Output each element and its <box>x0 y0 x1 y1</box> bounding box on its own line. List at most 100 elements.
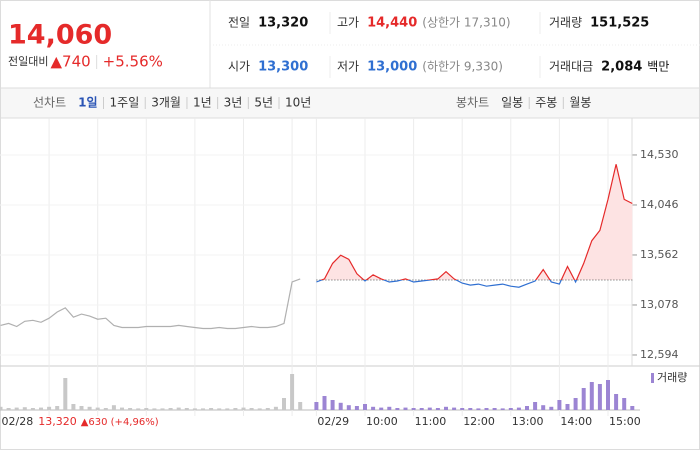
volume-bar <box>500 408 505 410</box>
volume-bar <box>589 382 594 410</box>
volume-bar <box>403 407 408 410</box>
volume-bar <box>354 406 359 410</box>
volume-bar <box>95 407 100 410</box>
candle-tab[interactable]: 일봉 <box>501 96 523 110</box>
period-tab[interactable]: 1일 <box>78 96 97 110</box>
volume-bar <box>160 408 165 410</box>
stat-value: 13,320 <box>258 16 308 31</box>
volume-bar <box>516 407 521 410</box>
stat-extra: (상한가 17,310) <box>422 16 510 30</box>
candle-tab[interactable]: 월봉 <box>569 96 591 110</box>
stat-label: 전일 <box>228 16 250 30</box>
legend-label: 거래량 <box>657 371 687 384</box>
volume-bar <box>111 405 116 410</box>
volume-bar <box>103 408 108 410</box>
volume-bar <box>597 384 602 410</box>
tab-group-label: 봉차트 <box>456 96 489 110</box>
change-pct: +5.56% <box>103 53 163 71</box>
stat-label: 거래량 <box>549 16 582 30</box>
volume-bar <box>87 406 92 410</box>
volume-bar <box>6 408 11 410</box>
stat-unit: 백만 <box>647 60 669 74</box>
volume-bar <box>201 408 205 410</box>
volume-bar <box>492 408 497 410</box>
period-tab[interactable]: 5년 <box>254 96 273 110</box>
volume-bar <box>79 406 84 410</box>
period-tab[interactable]: 3개월 <box>151 96 181 110</box>
stat-label: 거래대금 <box>549 60 593 74</box>
volume-bar <box>460 408 465 410</box>
volume-bar <box>533 402 538 410</box>
volume-bar <box>249 408 254 410</box>
candle-tab[interactable]: 주봉 <box>535 96 557 110</box>
volume-bar <box>427 407 432 410</box>
volume-bar <box>209 408 214 410</box>
volume-bar <box>0 406 3 410</box>
volume-bar <box>55 406 60 410</box>
period-tab[interactable]: 1주일 <box>110 96 140 110</box>
stat-label: 저가 <box>337 60 359 74</box>
volume-bar <box>508 408 513 410</box>
volume-bar <box>387 406 392 410</box>
prev-close: 13,320 <box>38 415 77 428</box>
volume-bar <box>290 374 295 410</box>
x-tick-label: 14:00 <box>560 415 592 428</box>
volume-bar <box>192 408 197 410</box>
volume-bar <box>549 406 554 410</box>
stat-value: 13,000 <box>367 60 417 75</box>
volume-bar <box>168 408 173 410</box>
volume-bar <box>120 407 124 410</box>
volume-bar <box>338 402 343 410</box>
y-tick-label: 12,594 <box>640 348 679 361</box>
volume-bar <box>630 406 635 410</box>
y-tick-label: 13,078 <box>640 298 679 311</box>
change: ▲740 <box>50 53 90 71</box>
volume-bar <box>606 380 610 410</box>
y-tick-label: 14,046 <box>640 198 679 211</box>
volume-bar <box>298 402 303 410</box>
volume-bar <box>565 404 570 410</box>
volume-bar <box>444 406 448 410</box>
volume-bar <box>525 406 529 410</box>
volume-bar <box>225 408 230 410</box>
stat-label: 고가 <box>337 16 359 30</box>
volume-bar <box>452 407 457 410</box>
y-tick-label: 14,530 <box>640 148 679 161</box>
x-tick-label: 10:00 <box>366 415 398 428</box>
volume-bar <box>346 405 351 410</box>
volume-bar <box>63 378 68 410</box>
volume-bar <box>419 408 424 410</box>
volume-bar <box>136 408 141 410</box>
price: 14,060 <box>8 20 112 51</box>
volume-bar <box>14 407 19 410</box>
volume-bar <box>47 406 52 410</box>
volume-bar <box>144 408 149 410</box>
period-tab[interactable]: 1년 <box>193 96 212 110</box>
volume-bar <box>557 400 562 410</box>
period-tab[interactable]: 3년 <box>224 96 243 110</box>
stat-value: 151,525 <box>590 16 649 31</box>
volume-bar <box>468 408 473 410</box>
volume-bar <box>39 407 43 410</box>
volume-bar <box>282 398 286 410</box>
volume-bar <box>233 408 238 410</box>
volume-bar <box>71 404 76 410</box>
price-line <box>316 279 578 288</box>
volume-bar <box>273 406 278 410</box>
volume-bar <box>30 408 35 410</box>
volume-bar <box>371 406 376 410</box>
tab-bar <box>0 87 700 119</box>
volume-bar <box>22 407 27 410</box>
volume-bar <box>176 407 181 410</box>
volume-bar <box>314 402 319 410</box>
tab-group-label: 선차트 <box>33 96 66 110</box>
volume-bar <box>265 408 270 410</box>
period-tab[interactable]: 10년 <box>285 96 311 110</box>
y-tick-label: 13,562 <box>640 248 679 261</box>
stat-label: 시가 <box>228 60 250 74</box>
volume-bar <box>330 400 335 410</box>
x-tick-label: 02/28 <box>2 415 34 428</box>
volume-bar <box>128 408 133 410</box>
